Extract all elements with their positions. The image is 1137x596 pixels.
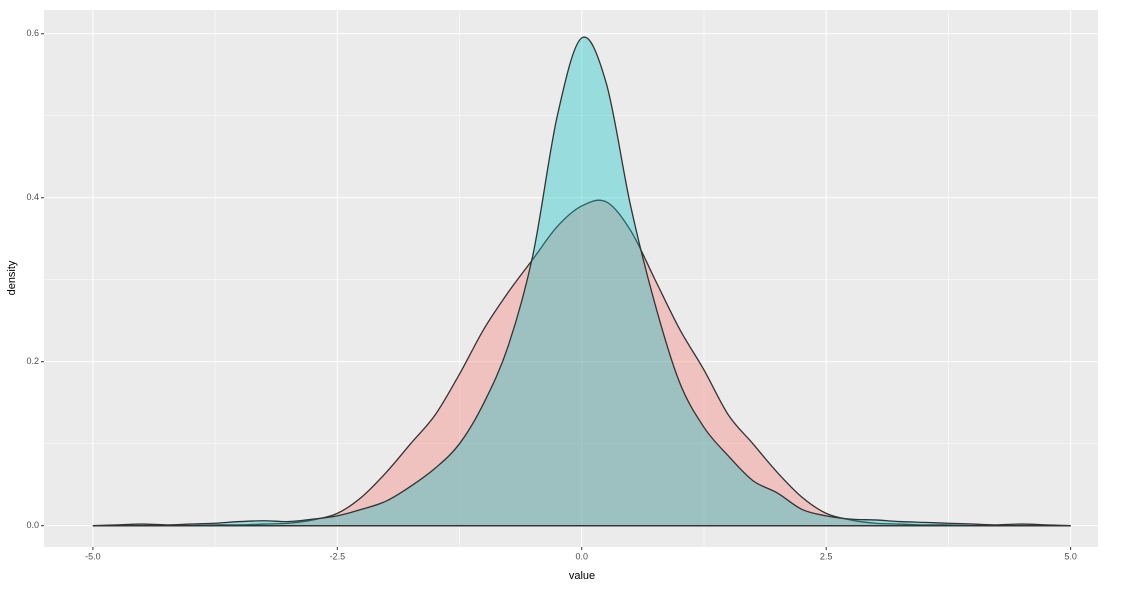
y-tick-label: 0.2 (26, 356, 39, 366)
y-tick-label: 0.6 (26, 28, 39, 38)
x-tick-label: 5.0 (1064, 551, 1077, 561)
y-tick-label: 0.0 (26, 520, 39, 530)
x-tick-label: 2.5 (820, 551, 833, 561)
x-axis-title: value (569, 570, 595, 582)
marks (92, 36, 1071, 527)
density-area (92, 200, 1071, 526)
y-tick-label: 0.4 (26, 192, 39, 202)
panel (44, 10, 1098, 547)
density-area (92, 37, 1071, 526)
y-axis-title: density (6, 260, 18, 295)
x-tick-label: -5.0 (85, 551, 101, 561)
x-tick-label: -2.5 (330, 551, 346, 561)
density-line (92, 36, 1071, 527)
density-line (92, 199, 1071, 527)
x-tick-label: 0.0 (575, 551, 588, 561)
